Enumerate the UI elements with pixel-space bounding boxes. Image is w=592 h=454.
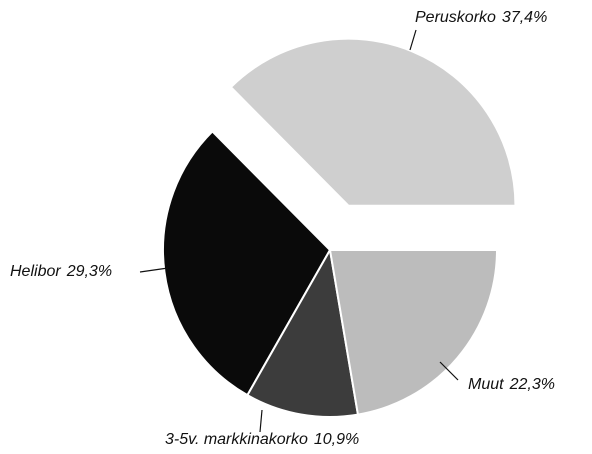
pie-slice (246, 247, 360, 418)
slice-label: Helibor 29,3% (10, 263, 112, 280)
category-label: 3-5v. markkinakorko (165, 431, 308, 448)
leader-line (139, 267, 169, 273)
leader-line (409, 29, 417, 51)
pie-slice (162, 130, 332, 397)
leader-line (259, 409, 263, 433)
slice-label: Peruskorko 37,4% (415, 9, 547, 26)
leader-line (439, 361, 459, 381)
pie-slice (229, 37, 517, 207)
value-label: 22,3% (509, 376, 555, 393)
category-label: Muut (468, 376, 504, 393)
slice-label: 3-5v. markkinakorko 10,9% (165, 431, 359, 448)
slice-label: Muut 22,3% (468, 376, 555, 393)
category-label: Helibor (10, 263, 61, 280)
category-label: Peruskorko (415, 9, 496, 26)
value-label: 29,3% (66, 263, 112, 280)
value-label: 37,4% (502, 9, 547, 26)
value-label: 10,9% (314, 431, 359, 448)
pie-slice (328, 249, 499, 416)
